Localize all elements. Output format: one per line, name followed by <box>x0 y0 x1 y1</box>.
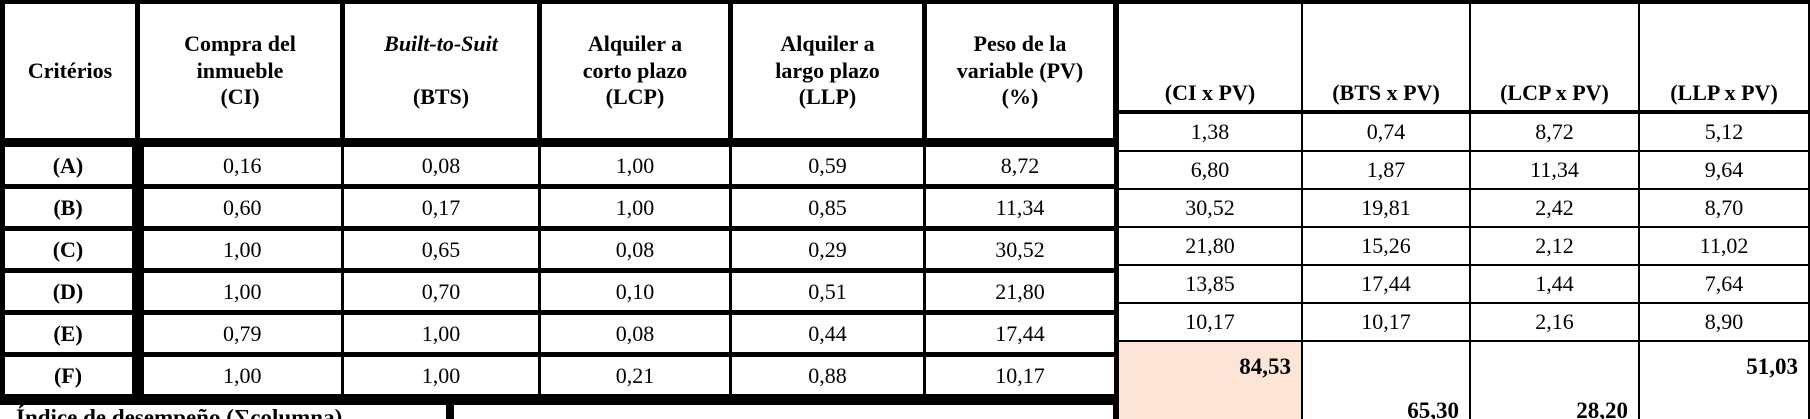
table-row-f-products: 10,17 10,17 2,16 8,90 <box>1116 302 1810 342</box>
row-label: (A) <box>0 140 144 190</box>
table-row-a-products: 1,38 0,74 8,72 5,12 <box>1116 111 1810 152</box>
cell-bts: 0,17 <box>341 184 541 232</box>
cell-bts: 1,00 <box>341 352 541 400</box>
row-label: (B) <box>0 184 144 232</box>
col-header-criterios: Critérios <box>0 0 140 148</box>
cell-llp: 0,44 <box>729 310 926 358</box>
sum-bts-pv-cell: 65,30 <box>1301 340 1471 419</box>
col-header-bts: Built-to-Suit (BTS) <box>340 0 542 148</box>
cell-bts-pv: 19,81 <box>1301 188 1471 228</box>
cell-lcp-pv: 2,12 <box>1469 226 1640 266</box>
col-header-ci-pv: (CI x PV) <box>1116 1 1303 114</box>
cell-llp: 0,85 <box>729 184 926 232</box>
performance-index-row: Índice de desempeño (∑columna) <box>0 405 1113 419</box>
cell-pv: 8,72 <box>923 140 1117 190</box>
col-header-lcp: Alquiler a corto plazo (LCP) <box>537 0 733 148</box>
performance-index-empty-cell <box>454 405 1113 419</box>
cell-bts-pv: 15,26 <box>1301 226 1471 266</box>
criteria-section: Critérios Compra del inmueble (CI) Built… <box>0 0 1118 419</box>
cell-pv: 10,17 <box>923 352 1117 400</box>
cell-pv: 21,80 <box>923 268 1117 316</box>
cell-llp-pv: 7,64 <box>1638 264 1810 304</box>
cell-llp-pv: 5,12 <box>1638 111 1810 152</box>
cell-bts: 0,08 <box>341 140 541 190</box>
table-row-e: (E) 0,79 1,00 0,08 0,44 17,44 <box>0 310 1117 358</box>
cell-llp: 0,51 <box>729 268 926 316</box>
bts-header-name: Built-to-Suit <box>384 30 498 56</box>
table-row-d-products: 21,80 15,26 2,12 11,02 <box>1116 226 1810 266</box>
table-row-e-products: 13,85 17,44 1,44 7,64 <box>1116 264 1810 304</box>
table-row-d: (D) 1,00 0,70 0,10 0,51 21,80 <box>0 268 1117 316</box>
cell-llp: 0,29 <box>729 226 926 274</box>
cell-ci-pv: 10,17 <box>1116 302 1303 342</box>
cell-bts-pv: 1,87 <box>1301 150 1471 190</box>
cell-lcp: 0,08 <box>538 226 732 274</box>
row-label: (E) <box>0 310 144 358</box>
cell-ci-pv: 1,38 <box>1116 111 1303 152</box>
cell-lcp: 1,00 <box>538 184 732 232</box>
col-header-pv: Peso de la variable (PV) (%) <box>922 0 1118 148</box>
cell-llp-pv: 11,02 <box>1638 226 1810 266</box>
col-header-ci: Compra del inmueble (CI) <box>135 0 345 148</box>
sum-lcp-pv-cell: 28,20 <box>1469 340 1640 419</box>
col-header-bts-pv: (BTS x PV) <box>1301 1 1471 114</box>
cell-lcp: 1,00 <box>538 140 732 190</box>
cell-lcp-pv: 1,44 <box>1469 264 1640 304</box>
cell-ci: 1,00 <box>136 268 344 316</box>
cell-ci: 1,00 <box>136 226 344 274</box>
col-header-llp: Alquiler a largo plazo (LLP) <box>728 0 927 148</box>
cell-bts: 0,65 <box>341 226 541 274</box>
table-row-f: (F) 1,00 1,00 0,21 0,88 10,17 <box>0 352 1117 400</box>
cell-pv: 17,44 <box>923 310 1117 358</box>
cell-lcp: 0,21 <box>538 352 732 400</box>
sum-ci-pv-cell: 84,53 <box>1116 340 1303 419</box>
cell-bts-pv: 10,17 <box>1301 302 1471 342</box>
cell-lcp: 0,10 <box>538 268 732 316</box>
cell-ci-pv: 21,80 <box>1116 226 1303 266</box>
cell-llp-pv: 8,90 <box>1638 302 1810 342</box>
col-header-lcp-pv: (LCP x PV) <box>1469 1 1640 114</box>
cell-pv: 30,52 <box>923 226 1117 274</box>
cell-bts-pv: 0,74 <box>1301 111 1471 152</box>
cell-llp: 0,59 <box>729 140 926 190</box>
cell-ci: 0,79 <box>136 310 344 358</box>
cell-bts: 1,00 <box>341 310 541 358</box>
cell-pv: 11,34 <box>923 184 1117 232</box>
column-sums-row: 84,53 65,30 28,20 51,03 <box>1116 340 1810 419</box>
cell-ci-pv: 13,85 <box>1116 264 1303 304</box>
cell-ci: 0,60 <box>136 184 344 232</box>
row-label: (C) <box>0 226 144 274</box>
cell-lcp-pv: 2,16 <box>1469 302 1640 342</box>
table-row-a: (A) 0,16 0,08 1,00 0,59 8,72 <box>0 140 1117 190</box>
table-row-b-products: 6,80 1,87 11,34 9,64 <box>1116 150 1810 190</box>
criteria-header-row: Critérios Compra del inmueble (CI) Built… <box>0 0 1118 148</box>
cell-lcp-pv: 8,72 <box>1469 111 1640 152</box>
bts-header-abbr: (BTS) <box>412 84 470 110</box>
cell-lcp-pv: 11,34 <box>1469 150 1640 190</box>
cell-ci: 1,00 <box>136 352 344 400</box>
cell-ci: 0,16 <box>136 140 344 190</box>
cell-lcp-pv: 2,42 <box>1469 188 1640 228</box>
cell-lcp: 0,08 <box>538 310 732 358</box>
table-row-b: (B) 0,60 0,17 1,00 0,85 11,34 <box>0 184 1117 232</box>
weighted-products-table: (CI x PV) (BTS x PV) (LCP x PV) (LLP x P… <box>1115 0 1810 419</box>
weighted-header-row: (CI x PV) (BTS x PV) (LCP x PV) (LLP x P… <box>1116 1 1810 114</box>
cell-llp-pv: 8,70 <box>1638 188 1810 228</box>
performance-index-label: Índice de desempeño (∑columna) <box>0 405 446 419</box>
table-row-c-products: 30,52 19,81 2,42 8,70 <box>1116 188 1810 228</box>
row-label: (F) <box>0 352 144 400</box>
cell-ci-pv: 6,80 <box>1116 150 1303 190</box>
cell-ci-pv: 30,52 <box>1116 188 1303 228</box>
cell-bts: 0,70 <box>341 268 541 316</box>
table-row-c: (C) 1,00 0,65 0,08 0,29 30,52 <box>0 226 1117 274</box>
cell-llp-pv: 9,64 <box>1638 150 1810 190</box>
cell-llp: 0,88 <box>729 352 926 400</box>
col-header-llp-pv: (LLP x PV) <box>1638 1 1810 114</box>
cell-bts-pv: 17,44 <box>1301 264 1471 304</box>
criteria-table: Critérios Compra del inmueble (CI) Built… <box>0 0 1118 400</box>
sum-llp-pv-cell: 51,03 <box>1638 340 1810 419</box>
row-label: (D) <box>0 268 144 316</box>
